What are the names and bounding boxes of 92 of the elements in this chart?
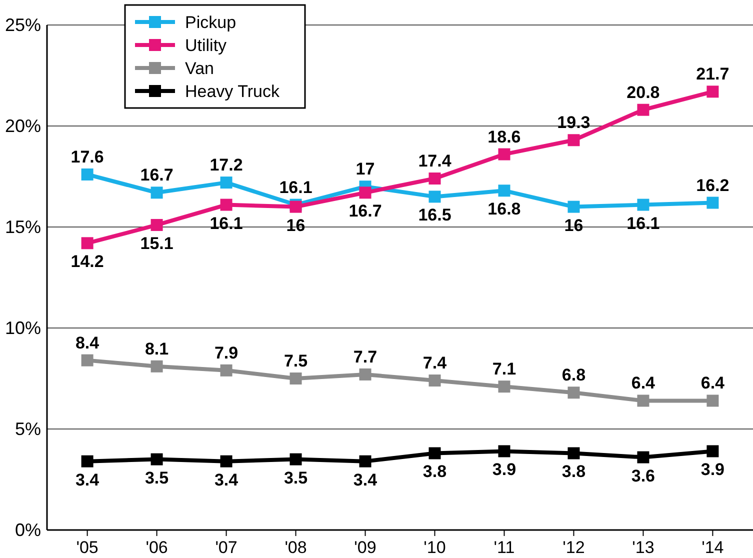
point — [568, 447, 580, 460]
data-label: 3.5 — [284, 468, 308, 488]
data-label: 3.5 — [144, 468, 169, 488]
data-label: 3.8 — [562, 462, 586, 482]
x-tick-label: '11 — [494, 538, 515, 557]
data-label: 14.2 — [70, 252, 104, 272]
point — [498, 148, 510, 160]
point — [220, 455, 232, 468]
x-tick-label: '05 — [76, 538, 98, 557]
x-tick-label: '08 — [284, 538, 307, 557]
data-label: 16.2 — [696, 176, 730, 195]
point — [290, 453, 302, 466]
x-tick-label: '14 — [702, 538, 724, 557]
data-label: 7.1 — [492, 360, 516, 379]
data-label: 17.4 — [418, 152, 452, 171]
point — [498, 380, 510, 393]
point — [498, 445, 510, 458]
point — [706, 86, 719, 98]
y-tick-label: 20% — [4, 116, 41, 136]
data-label: 16.1 — [279, 178, 312, 197]
data-label: 8.4 — [75, 333, 100, 352]
data-label: 3.9 — [492, 460, 516, 480]
data-label: 7.9 — [214, 343, 238, 362]
legend-label: Heavy Truck — [185, 82, 280, 101]
data-label: 16.5 — [418, 206, 452, 225]
data-label: 16.7 — [140, 166, 174, 185]
point — [498, 184, 510, 197]
y-tick-label: 5% — [14, 419, 41, 439]
point — [428, 172, 441, 185]
point — [637, 104, 650, 116]
y-tick-label: 25% — [4, 15, 41, 35]
point — [706, 196, 719, 209]
point — [637, 198, 650, 211]
data-label: 6.4 — [700, 374, 726, 393]
data-label: 8.1 — [144, 339, 169, 358]
x-tick-label: '13 — [632, 538, 654, 557]
y-tick-label: 0% — [14, 520, 41, 540]
data-label: 6.8 — [562, 366, 586, 385]
legend-label: Utility — [185, 36, 228, 55]
point — [428, 374, 441, 387]
data-label: 7.5 — [284, 352, 308, 370]
point — [150, 360, 163, 372]
data-label: 17.6 — [70, 147, 104, 166]
point — [220, 176, 232, 189]
x-tick-label: '09 — [354, 538, 376, 557]
data-label: 15.1 — [140, 234, 174, 253]
x-tick-label: '12 — [562, 538, 585, 557]
data-label: 21.7 — [696, 64, 730, 84]
point — [428, 447, 441, 460]
data-label: 3.6 — [631, 466, 656, 486]
data-label: 3.4 — [214, 470, 239, 490]
legend-label: Pickup — [185, 13, 236, 32]
data-label: 7.7 — [353, 347, 378, 366]
point — [150, 218, 163, 231]
point — [568, 134, 580, 146]
data-label: 7.4 — [422, 354, 448, 373]
point — [359, 368, 372, 380]
point — [81, 237, 94, 250]
legend-label: Van — [185, 59, 214, 78]
point — [706, 394, 719, 407]
point — [150, 453, 163, 466]
point — [220, 364, 232, 376]
point — [150, 186, 163, 199]
point — [706, 445, 719, 458]
data-label: 6.4 — [631, 374, 656, 393]
y-tick-label: 10% — [4, 318, 41, 338]
data-label: 16.8 — [488, 200, 521, 219]
point — [81, 455, 94, 468]
point — [290, 372, 302, 384]
point — [637, 451, 650, 464]
point — [220, 198, 232, 211]
x-tick-label: '07 — [215, 538, 238, 557]
point — [637, 394, 650, 407]
data-label: 17 — [356, 160, 375, 179]
x-tick-label: '06 — [146, 538, 168, 557]
data-label: 16.7 — [348, 202, 382, 221]
data-label: 18.6 — [488, 127, 521, 146]
data-label: 3.4 — [353, 470, 378, 490]
point — [359, 186, 372, 199]
y-tick-label: 15% — [4, 217, 41, 237]
data-label: 3.4 — [75, 470, 100, 490]
point — [359, 455, 372, 468]
point — [428, 190, 441, 203]
point — [81, 354, 94, 366]
data-label: 3.9 — [700, 460, 725, 480]
data-label: 3.8 — [422, 462, 447, 482]
point — [568, 386, 580, 399]
point — [568, 200, 580, 213]
point — [81, 168, 94, 180]
x-tick-label: '10 — [424, 538, 446, 557]
data-label: 17.2 — [210, 156, 243, 175]
data-label: 20.8 — [626, 82, 660, 102]
